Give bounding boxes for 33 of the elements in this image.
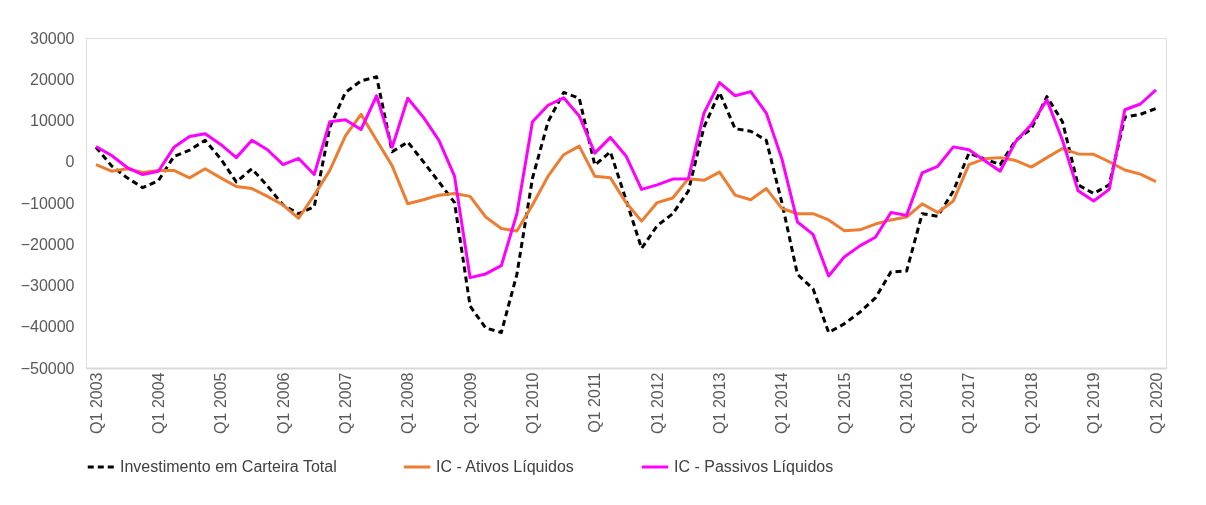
x-tick-label: Q1 2004 [149, 372, 167, 434]
legend-label: IC - Ativos Líquidos [436, 458, 574, 475]
line-series [94, 75, 1158, 335]
y-tick-label: 0 [65, 153, 75, 171]
x-tick-label: Q1 2007 [336, 372, 354, 434]
x-tick-label: Q1 2012 [648, 372, 666, 434]
y-tick-label: −10000 [20, 194, 75, 212]
y-tick-label: 10000 [30, 112, 75, 129]
x-tick-label: Q1 2015 [835, 372, 853, 434]
x-tick-label: Q1 2003 [87, 372, 105, 434]
x-tick-label: Q1 2019 [1085, 372, 1103, 434]
x-tick-label: Q1 2014 [773, 372, 791, 434]
x-tick-label: Q1 2016 [898, 372, 916, 434]
x-tick-label: Q1 2020 [1147, 372, 1165, 434]
x-tick-label: Q1 2017 [960, 372, 978, 434]
line-series [94, 81, 1158, 280]
x-tick-label: Q1 2005 [212, 372, 230, 434]
line-series [94, 112, 1158, 233]
x-tick-label: Q1 2006 [274, 372, 292, 434]
legend-label: IC - Passivos Líquidos [674, 458, 834, 475]
x-tick-label: Q1 2008 [399, 372, 417, 434]
x-tick-label: Q1 2010 [523, 372, 541, 434]
y-tick-label: 30000 [30, 29, 75, 47]
x-tick-label: Q1 2011 [586, 372, 604, 433]
y-tick-label: −20000 [20, 235, 75, 253]
y-tick-label: 20000 [30, 70, 75, 88]
y-tick-label: −50000 [20, 359, 75, 377]
legend-label: Investimento em Carteira Total [120, 458, 337, 475]
x-tick-label: Q1 2009 [461, 372, 479, 434]
y-tick-label: −40000 [20, 318, 75, 336]
x-tick-label: Q1 2013 [711, 372, 729, 434]
x-tick-label: Q1 2018 [1022, 372, 1040, 434]
y-tick-label: −30000 [20, 277, 75, 294]
